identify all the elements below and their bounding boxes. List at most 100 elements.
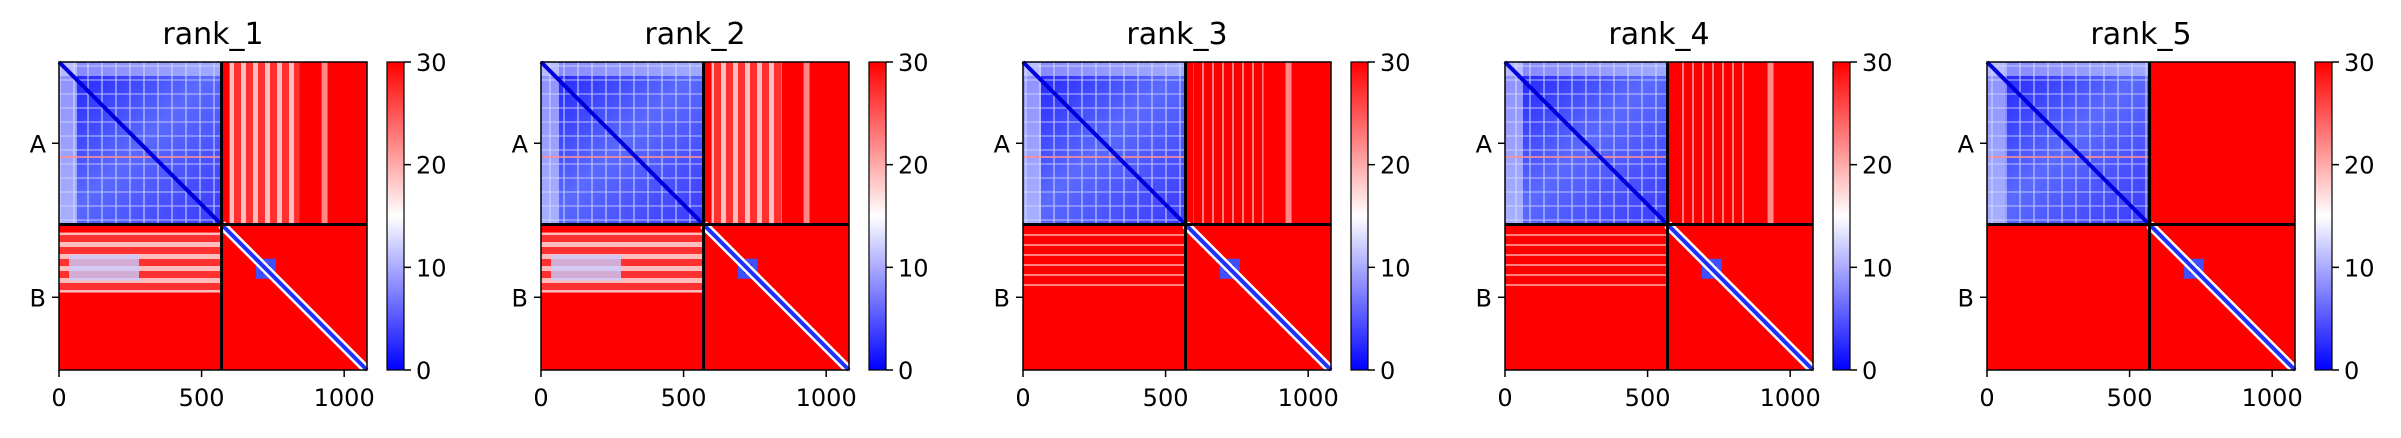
colorbar-tick-label: 0	[898, 357, 913, 385]
x-tick-label: 1000	[1760, 384, 1821, 412]
colorbar	[1350, 61, 1369, 371]
y-tick-label: A	[994, 130, 1011, 158]
block-AB-stripe	[1285, 62, 1292, 225]
block-AA-edge-top	[59, 62, 222, 76]
y-tick-label: A	[1958, 130, 1975, 158]
y-tick-label: B	[512, 284, 528, 312]
x-tick-label: 1000	[1278, 384, 1339, 412]
block-AA-edge-top	[1023, 62, 1186, 76]
y-tick-label: B	[994, 284, 1010, 312]
panel-4: rank_4 A B 0 500 1000 0 10 20 30	[1476, 17, 1893, 412]
colorbar-tick-label: 20	[1380, 152, 1411, 180]
block-AA-diagonal	[539, 60, 705, 226]
colorbar-tick-label: 30	[1380, 49, 1411, 77]
colorbar	[386, 61, 405, 371]
panel-title: rank_1	[162, 17, 263, 52]
colorbar-tick-label: 10	[898, 254, 929, 282]
x-tick-label: 500	[661, 384, 707, 412]
block-AB-stripes	[229, 62, 300, 225]
panel-1: rank_1 A B 0 500 1000 0 10 20 30	[30, 17, 447, 412]
panel-title: rank_2	[644, 17, 745, 52]
block-AA-diagonal	[1503, 60, 1669, 226]
block-AB-stripe	[1767, 62, 1774, 225]
colorbar-tick-label: 0	[1380, 357, 1395, 385]
panel-title: rank_3	[1126, 17, 1227, 52]
x-tick-label: 0	[51, 384, 66, 412]
heatmap-frame	[1022, 61, 1332, 371]
x-tick-label: 500	[1143, 384, 1189, 412]
colorbar-tick-label: 30	[1862, 49, 1893, 77]
block-BB-diagonal	[1666, 223, 1815, 372]
heatmap-frame	[1986, 61, 2296, 371]
panel-title: rank_4	[1608, 17, 1709, 52]
block-AA-edge-left	[59, 62, 77, 225]
colorbar	[1832, 61, 1851, 371]
heatmap-frame	[540, 61, 850, 371]
block-BA	[1987, 224, 2150, 370]
block-AB-stripe	[803, 62, 810, 225]
block-BA-bluepatch	[69, 254, 139, 281]
block-BB-diagonal	[1184, 223, 1333, 372]
y-tick-label: B	[30, 284, 46, 312]
block-AA-edge-top	[1987, 62, 2150, 76]
block-BB-diagonal	[220, 223, 369, 372]
x-tick-label: 0	[1979, 384, 1994, 412]
block-AB-stripes	[1193, 62, 1264, 225]
x-tick-label: 1000	[796, 384, 857, 412]
block-BB-diagonal	[2148, 223, 2297, 372]
block-AA-edge-left	[541, 62, 559, 225]
panel-title: rank_5	[2090, 17, 2191, 52]
y-tick-label: B	[1958, 284, 1974, 312]
block-AA-edge-left	[1505, 62, 1523, 225]
block-AB	[2149, 62, 2295, 225]
block-AA-edge-top	[541, 62, 704, 76]
block-AA-edge-top	[1505, 62, 1668, 76]
block-AB-stripes	[711, 62, 782, 225]
x-tick-label: 500	[2107, 384, 2153, 412]
panel-2: rank_2 A B 0 500 1000 0 10 20 30	[512, 17, 929, 412]
x-tick-label: 500	[179, 384, 225, 412]
colorbar-tick-label: 30	[416, 49, 447, 77]
block-AB-stripes	[1675, 62, 1746, 225]
x-tick-label: 0	[1497, 384, 1512, 412]
heatmap-frame	[1504, 61, 1814, 371]
panel-5: rank_5 A B 0 500 1000 0 10 20 30	[1958, 17, 2375, 412]
x-tick-label: 1000	[2242, 384, 2303, 412]
colorbar	[2314, 61, 2333, 371]
y-tick-label: A	[1476, 130, 1493, 158]
colorbar-tick-label: 10	[2344, 254, 2375, 282]
colorbar	[868, 61, 887, 371]
y-tick-label: A	[512, 130, 529, 158]
block-AA-edge-left	[1023, 62, 1041, 225]
colorbar-tick-label: 20	[2344, 152, 2375, 180]
block-AA-diagonal	[1021, 60, 1187, 226]
block-AA-diagonal	[1985, 60, 2151, 226]
colorbar-tick-label: 10	[416, 254, 447, 282]
colorbar-tick-label: 0	[416, 357, 431, 385]
colorbar-tick-label: 30	[2344, 49, 2375, 77]
x-tick-label: 1000	[314, 384, 375, 412]
x-tick-label: 0	[533, 384, 548, 412]
heatmap-frame	[58, 61, 368, 371]
block-AA-diagonal	[57, 60, 223, 226]
x-tick-label: 0	[1015, 384, 1030, 412]
block-AB-stripe	[321, 62, 328, 225]
panel-3: rank_3 A B 0 500 1000 0 10 20 30	[994, 17, 1411, 412]
colorbar-tick-label: 10	[1380, 254, 1411, 282]
colorbar-tick-label: 20	[898, 152, 929, 180]
colorbar-tick-label: 20	[1862, 152, 1893, 180]
colorbar-tick-label: 20	[416, 152, 447, 180]
colorbar-tick-label: 30	[898, 49, 929, 77]
colorbar-tick-label: 0	[1862, 357, 1877, 385]
colorbar-tick-label: 10	[1862, 254, 1893, 282]
x-tick-label: 500	[1625, 384, 1671, 412]
y-tick-label: B	[1476, 284, 1492, 312]
block-BA-stripes	[1023, 232, 1186, 293]
block-AA-edge-left	[1987, 62, 2005, 225]
block-BB-diagonal	[702, 223, 851, 372]
colorbar-tick-label: 0	[2344, 357, 2359, 385]
y-tick-label: A	[30, 130, 47, 158]
block-BA-stripes	[1505, 232, 1668, 293]
block-BA-bluepatch	[551, 254, 621, 281]
